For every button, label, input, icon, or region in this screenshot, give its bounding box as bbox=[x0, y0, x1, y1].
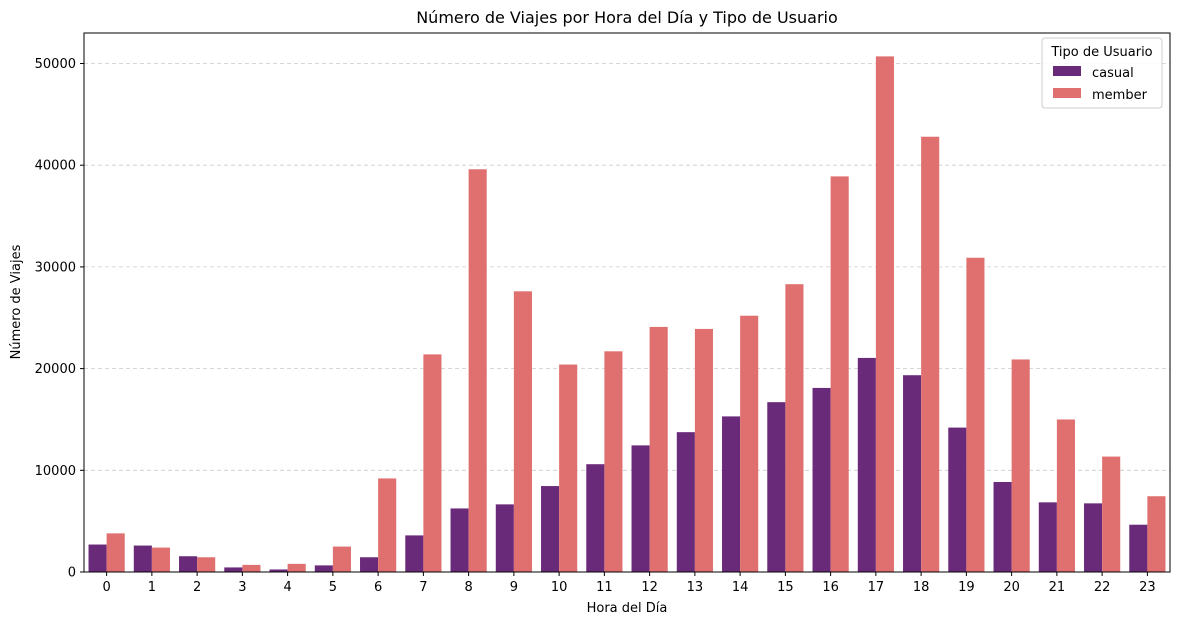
bar-member-11 bbox=[604, 351, 623, 572]
grid-lines bbox=[84, 63, 1170, 471]
bar-casual-2 bbox=[179, 556, 198, 572]
y-tick-label: 0 bbox=[68, 566, 76, 581]
x-tick-label: 15 bbox=[777, 580, 794, 595]
bar-member-3 bbox=[242, 564, 261, 572]
bar-casual-22 bbox=[1084, 503, 1103, 572]
bar-casual-18 bbox=[903, 375, 922, 572]
bar-casual-1 bbox=[133, 545, 152, 572]
x-tick-label: 13 bbox=[687, 580, 704, 595]
y-tick-label: 10000 bbox=[35, 464, 76, 479]
x-tick-label: 2 bbox=[193, 580, 201, 595]
x-tick-label: 16 bbox=[822, 580, 839, 595]
bar-member-12 bbox=[649, 326, 668, 572]
bar-casual-14 bbox=[722, 416, 741, 572]
x-tick-label: 4 bbox=[283, 580, 291, 595]
bar-casual-3 bbox=[224, 567, 243, 572]
x-tick-label: 21 bbox=[1049, 580, 1066, 595]
bar-member-15 bbox=[785, 284, 804, 572]
bar-member-19 bbox=[966, 257, 985, 572]
bar-member-16 bbox=[830, 176, 849, 572]
bar-casual-7 bbox=[405, 535, 424, 572]
bar-casual-8 bbox=[450, 508, 469, 572]
bar-casual-17 bbox=[857, 357, 876, 572]
bar-member-10 bbox=[559, 364, 578, 572]
x-axis-ticks: 0 1 2 3 4 5 6 7 8 9 10 11 12 13 14 15 16 17 18 19 20 21 22 23 bbox=[102, 572, 1156, 595]
bar-casual-16 bbox=[812, 387, 831, 572]
legend-label-casual: casual bbox=[1092, 66, 1134, 81]
x-tick-label: 11 bbox=[596, 580, 613, 595]
bar-member-6 bbox=[378, 478, 397, 572]
bar-member-1 bbox=[151, 547, 170, 572]
y-tick-label: 50000 bbox=[35, 57, 76, 72]
x-tick-label: 23 bbox=[1139, 580, 1156, 595]
x-tick-label: 20 bbox=[1003, 580, 1020, 595]
bar-casual-12 bbox=[631, 445, 650, 572]
bar-casual-15 bbox=[767, 402, 786, 572]
x-tick-label: 10 bbox=[551, 580, 568, 595]
legend-title: Tipo de Usuario bbox=[1050, 45, 1152, 60]
bar-member-4 bbox=[287, 563, 306, 572]
x-tick-label: 22 bbox=[1094, 580, 1111, 595]
x-tick-label: 14 bbox=[732, 580, 749, 595]
bar-casual-4 bbox=[269, 569, 288, 572]
bar-member-22 bbox=[1102, 456, 1121, 572]
x-tick-label: 3 bbox=[238, 580, 246, 595]
chart-title: Número de Viajes por Hora del Día y Tipo… bbox=[416, 8, 838, 27]
bar-casual-0 bbox=[88, 544, 107, 572]
bar-member-18 bbox=[921, 136, 940, 573]
bar-member-5 bbox=[332, 546, 351, 572]
bar-casual-9 bbox=[495, 504, 514, 572]
bar-casual-13 bbox=[676, 432, 695, 572]
x-tick-label: 8 bbox=[464, 580, 472, 595]
bar-casual-5 bbox=[314, 565, 333, 572]
bar-member-7 bbox=[423, 354, 442, 572]
bar-member-20 bbox=[1011, 359, 1030, 572]
bar-casual-21 bbox=[1038, 502, 1057, 572]
bar-member-17 bbox=[875, 56, 894, 573]
y-tick-label: 30000 bbox=[35, 260, 76, 275]
bar-casual-19 bbox=[948, 427, 967, 572]
bar-casual-6 bbox=[360, 557, 379, 572]
bar-member-2 bbox=[197, 557, 216, 572]
bar-casual-11 bbox=[586, 464, 605, 572]
y-tick-label: 40000 bbox=[35, 159, 76, 174]
y-axis-label: Número de Viajes bbox=[9, 244, 24, 359]
legend-label-member: member bbox=[1092, 88, 1148, 103]
plot-frame bbox=[83, 32, 1171, 573]
x-tick-label: 12 bbox=[641, 580, 658, 595]
bars bbox=[88, 56, 1166, 573]
bar-casual-23 bbox=[1129, 524, 1148, 572]
bar-member-0 bbox=[106, 533, 125, 572]
x-tick-label: 5 bbox=[329, 580, 337, 595]
bar-casual-10 bbox=[541, 486, 560, 572]
legend: Tipo de Usuario casual member bbox=[1041, 37, 1163, 109]
legend-swatch-casual bbox=[1053, 66, 1081, 76]
x-tick-label: 1 bbox=[148, 580, 156, 595]
x-axis-label: Hora del Día bbox=[587, 601, 668, 616]
x-tick-label: 18 bbox=[913, 580, 930, 595]
x-tick-label: 19 bbox=[958, 580, 975, 595]
bar-member-14 bbox=[740, 315, 759, 572]
x-tick-label: 17 bbox=[868, 580, 885, 595]
bar-member-13 bbox=[694, 328, 713, 572]
legend-swatch-member bbox=[1053, 88, 1081, 98]
bar-casual-20 bbox=[993, 481, 1012, 572]
y-tick-label: 20000 bbox=[35, 362, 76, 377]
x-tick-label: 6 bbox=[374, 580, 382, 595]
bar-member-8 bbox=[468, 169, 487, 573]
x-tick-label: 7 bbox=[419, 580, 427, 595]
x-tick-label: 0 bbox=[102, 580, 110, 595]
bar-member-9 bbox=[513, 291, 532, 572]
bar-member-23 bbox=[1147, 496, 1166, 572]
bar-member-21 bbox=[1056, 419, 1075, 572]
x-tick-label: 9 bbox=[510, 580, 518, 595]
y-axis-ticks: 0 10000 20000 30000 40000 50000 bbox=[35, 57, 84, 581]
